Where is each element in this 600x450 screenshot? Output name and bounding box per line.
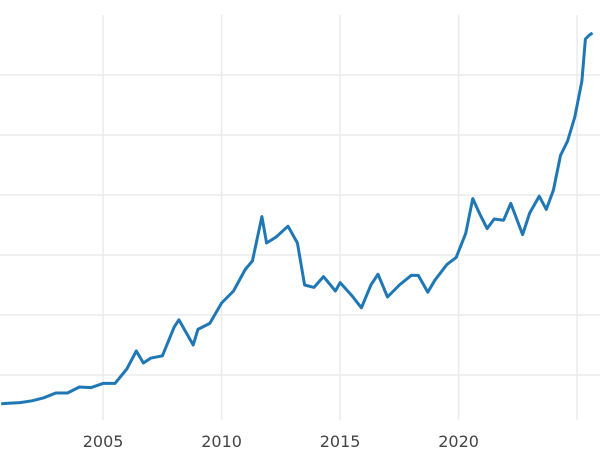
x-axis-tick-labels: 2005 2010 2015 2020 — [83, 432, 479, 450]
series-line — [1, 31, 594, 406]
series-group — [1, 31, 594, 406]
y-gridlines — [0, 74, 600, 376]
x-tick-label: 2015 — [320, 432, 361, 450]
x-gridlines — [102, 15, 578, 420]
x-tick-label: 2010 — [201, 432, 242, 450]
x-tick-label: 2005 — [83, 432, 124, 450]
x-tick-label: 2020 — [438, 432, 479, 450]
